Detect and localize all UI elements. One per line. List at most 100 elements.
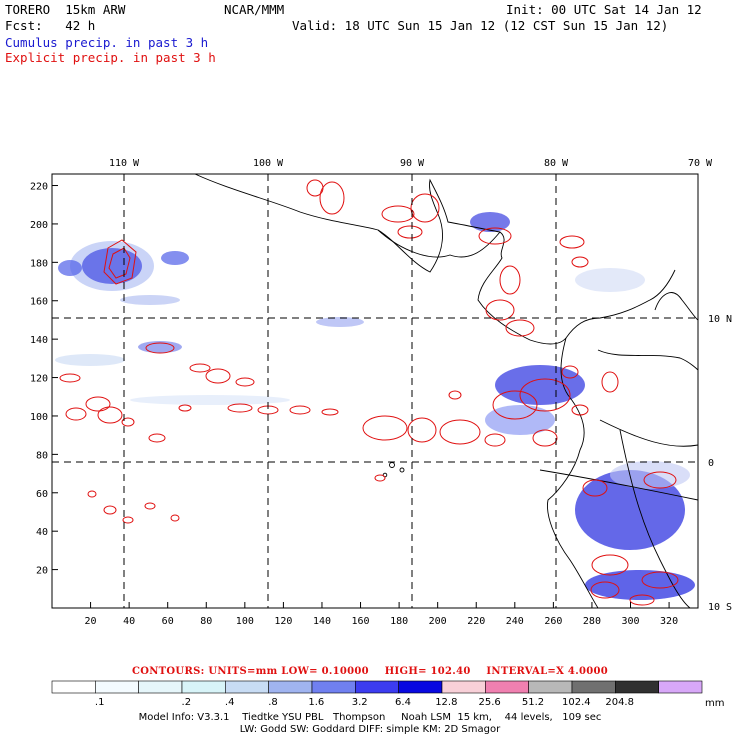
color-bar-label: 1.6 (308, 697, 324, 708)
color-bar-label: 51.2 (522, 697, 544, 708)
color-bar: .1.2.4.8 1.6 3.2 6.4 12.8 25.6 51.2 102.4 204.8 … (51, 680, 724, 709)
graticule (52, 174, 698, 608)
color-bar-boxes (51, 680, 703, 694)
contour (205, 368, 231, 384)
contour (582, 479, 608, 497)
color-bar-box (615, 680, 659, 694)
x-tick-label: 220 (467, 616, 485, 627)
cumulus-cell (585, 570, 695, 600)
x-tick-label: 160 (352, 616, 370, 627)
model-info-line2: LW: Godd SW: Goddard DIFF: simple KM: 2D… (239, 724, 501, 735)
contour (601, 371, 619, 393)
contour-info: CONTOURS: UNITS=mm LOW= 0.10000 HIGH= 10… (0, 666, 740, 677)
contour (559, 235, 585, 249)
contour (170, 514, 180, 522)
cumulus-precip-layer (55, 212, 695, 600)
island (399, 467, 405, 473)
cumulus-cell (70, 241, 154, 291)
cumulus-cell (58, 260, 82, 276)
border-line (619, 429, 691, 609)
y-tick-label: 120 (30, 374, 48, 385)
lon-label: 70 W (688, 158, 713, 169)
contour (235, 377, 255, 387)
contour (362, 415, 408, 441)
contour (485, 299, 515, 321)
color-bar-box (571, 680, 616, 694)
color-bar-label: 12.8 (435, 697, 457, 708)
x-tick-label: 260 (544, 616, 562, 627)
contour (122, 516, 134, 524)
contour (374, 474, 386, 482)
precip-map: 110 W 100 W 90 W 80 W 70 W 10 N 0 10 S 2… (30, 158, 732, 627)
coastline-layer (194, 173, 699, 609)
color-bar-label: .8 (268, 697, 278, 708)
y-axis-ticks: 220 200 180 160 140 120 100 80 60 40 20 (30, 182, 58, 577)
lon-label: 110 W (109, 158, 140, 169)
color-bar-labels: .1 .2 .4 .8 1.6 3.2 6.4 12.8 25.6 51.2 102.4 204.8 (95, 697, 634, 708)
contour (148, 433, 166, 443)
y-tick-label: 60 (36, 489, 48, 500)
cumulus-cell (120, 295, 180, 305)
contour (571, 256, 589, 268)
contour (65, 407, 87, 421)
color-bar-label: .4 (225, 697, 235, 708)
color-bar-box (225, 680, 269, 694)
forecast-hour: Fcst: 42 h (5, 18, 96, 33)
contour (189, 363, 211, 373)
color-bar-box (95, 680, 139, 694)
cumulus-cell (316, 317, 364, 327)
contour (178, 404, 192, 412)
y-tick-label: 100 (30, 412, 48, 423)
model-label: TORERO 15km ARW (5, 2, 126, 17)
border-line (597, 349, 699, 371)
contour (478, 227, 512, 245)
contour-label: CONTOURS: UNITS=mm LOW= 0.10000 (131, 666, 369, 677)
contour (103, 505, 117, 515)
contour (144, 502, 156, 510)
x-tick-label: 180 (390, 616, 408, 627)
color-bar-label: 3.2 (352, 697, 368, 708)
contour-interval: INTERVAL=X 4.0000 (486, 666, 609, 677)
coastline-venezuela (654, 292, 699, 321)
x-tick-label: 320 (660, 616, 678, 627)
lat-label: 0 (708, 458, 714, 469)
contour (590, 581, 620, 599)
init-time: Init: 00 UTC Sat 14 Jan 12 (506, 2, 702, 17)
color-bar-box (355, 680, 399, 694)
contour (97, 406, 123, 424)
x-tick-label: 80 (200, 616, 212, 627)
contour (561, 365, 579, 379)
x-tick-label: 120 (274, 616, 292, 627)
contour (381, 205, 415, 223)
contour (505, 319, 535, 337)
model-info-line1: Model Info: V3.3.1 Tiedtke YSU PBL Thomp… (138, 712, 602, 723)
cumulus-cell (575, 268, 645, 292)
map-frame (51, 173, 699, 609)
contour (492, 390, 538, 420)
contour-high: HIGH= 102.40 (384, 666, 471, 677)
contour (319, 181, 345, 215)
color-bar-label: .1 (95, 697, 105, 708)
x-tick-label: 20 (85, 616, 97, 627)
contour (591, 554, 629, 576)
contour (407, 417, 437, 443)
lon-label: 90 W (400, 158, 425, 169)
color-bar-box (51, 680, 96, 694)
contour (227, 403, 253, 413)
border-line (599, 419, 699, 447)
color-bar-label: 25.6 (479, 697, 501, 708)
contour (321, 408, 339, 416)
contour (59, 373, 81, 383)
border-line (377, 229, 501, 258)
cumulus-cell (161, 251, 189, 265)
color-bar-box (268, 680, 313, 694)
cumulus-cell (55, 354, 125, 366)
color-bar-label: 102.4 (562, 697, 591, 708)
lon-label: 80 W (544, 158, 569, 169)
color-bar-box (138, 680, 183, 694)
cumulus-legend: Cumulus precip. in past 3 h (5, 35, 209, 50)
contour (629, 594, 655, 606)
coastline-south-america (547, 337, 599, 609)
x-tick-label: 40 (123, 616, 135, 627)
x-tick-label: 200 (429, 616, 447, 627)
